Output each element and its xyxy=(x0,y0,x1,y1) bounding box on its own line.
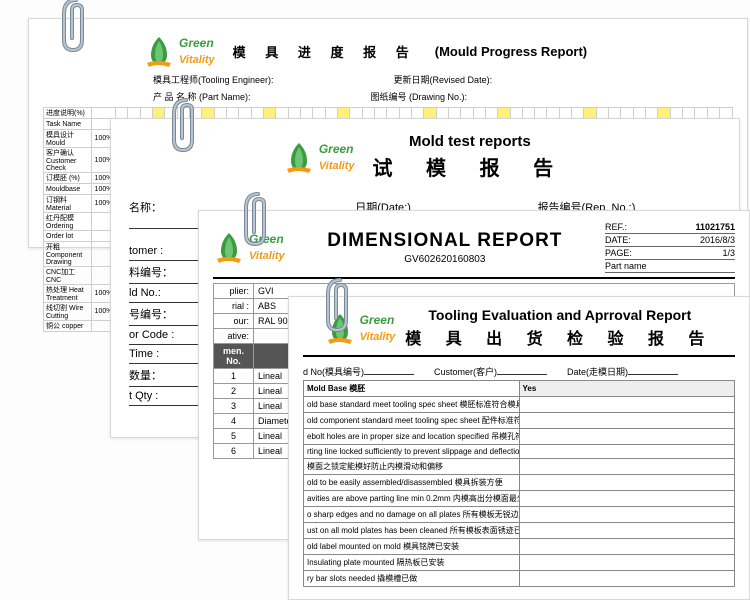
doc2-field: tomer : xyxy=(129,242,209,261)
checklist-item: o sharp edges and no damage on all plate… xyxy=(304,507,520,523)
doc2-field: 数量： xyxy=(129,364,209,387)
doc2-title-en: Mold test reports xyxy=(373,133,568,150)
gantt-row-label: 红丹配模 Ordering xyxy=(44,213,92,231)
doc1-meta-drawing: 图纸编号 (Drawing No.): xyxy=(371,90,468,103)
logo-text-vitality: Vitality xyxy=(179,54,215,66)
doc1-meta-engineer: 模具工程师(Tooling Engineer): xyxy=(153,73,274,86)
gantt-row-label: 订模胚 (%) xyxy=(44,173,92,184)
logo-icon xyxy=(324,312,358,344)
checklist-item: old label mounted on mold 模具铭牌已安装 xyxy=(304,539,520,555)
checklist-item: old component standard meet tooling spec… xyxy=(304,413,520,429)
checklist-item: ust on all mold plates has been cleaned … xyxy=(304,523,520,539)
checklist-item: ry bar slots needed 撬模槽已做 xyxy=(304,571,520,587)
logo-icon xyxy=(213,231,247,263)
tooling-evaluation-report: GreenVitality Tooling Evaluation and Apr… xyxy=(288,296,750,600)
gantt-row-label: 客户确认 Customer Check xyxy=(44,148,92,173)
logo: GreenVitality xyxy=(283,141,355,173)
logo-icon xyxy=(143,35,177,67)
gantt-row-label: 进度说明(%) xyxy=(44,108,92,119)
doc2-field: 号编号： xyxy=(129,303,209,326)
logo: GreenVitality xyxy=(324,312,396,344)
checklist-item: Insulating plate mounted 隔热板已安装 xyxy=(304,555,520,571)
checklist-item: 模面之锁定能模好防止内模滑动和偏移 xyxy=(304,459,520,475)
doc3-title: DIMENSIONAL REPORT xyxy=(285,230,605,252)
doc1-title-en: (Mould Progress Report) xyxy=(435,44,587,59)
checklist-item: avities are above parting line min 0.2mm… xyxy=(304,491,520,507)
doc4-no-label: d No(模具编号) xyxy=(303,367,364,377)
gantt-row-label: Mouldbase xyxy=(44,184,92,195)
doc1-meta-partname: 产 品 名 称 (Part Name): xyxy=(153,90,251,103)
doc4-date-label: Date(走模日期) xyxy=(567,367,628,377)
doc2-title-cn: 试 模 报 告 xyxy=(373,152,568,181)
doc3-refbox: REF.:11021751 DATE:2016/8/3 PAGE:1/3 Par… xyxy=(605,221,735,273)
gantt-row-label: 开粗 Component Drawing xyxy=(44,242,92,267)
checklist-item: old to be easily assembled/disassembled … xyxy=(304,475,520,491)
checklist-section: Mold Base 模胚 xyxy=(304,381,520,397)
logo-icon xyxy=(283,141,317,173)
gantt-row-label: CNC加工 CNC xyxy=(44,267,92,285)
doc1-title-cn: 模 具 进 度 报 告 xyxy=(233,42,417,61)
logo-text-green: Green xyxy=(179,36,214,50)
gantt-row-label: Order lot xyxy=(44,231,92,242)
checklist-item: old base standard meet tooling spec shee… xyxy=(304,397,520,413)
doc4-cust-label: Customer(客户) xyxy=(434,367,497,377)
doc2-field: Time : xyxy=(129,345,209,364)
doc2-name-label: 名称： xyxy=(129,202,162,214)
gantt-row-label: 线切割 Wire Cutting xyxy=(44,303,92,321)
doc2-field: 料编号： xyxy=(129,261,209,284)
doc3-subtitle: GV602620160803 xyxy=(285,254,605,265)
doc2-field: ld No.: xyxy=(129,284,209,303)
gantt-row-label: 铜公 copper xyxy=(44,321,92,332)
checklist-table: Mold Base 模胚Yesold base standard meet to… xyxy=(303,380,735,587)
gantt-row-label: 热处理 Heat Treatment xyxy=(44,285,92,303)
checklist-item: ebolt holes are in proper size and locat… xyxy=(304,429,520,445)
logo: GreenVitality xyxy=(213,231,285,263)
gantt-row-label: 模具设计 Mould xyxy=(44,130,92,148)
doc2-field: or Code : xyxy=(129,326,209,345)
doc2-field: t Qty : xyxy=(129,387,209,406)
logo: Green Vitality xyxy=(143,35,215,67)
doc1-meta-revised: 更新日期(Revised Date): xyxy=(394,73,493,86)
doc4-title-en: Tooling Evaluation and Aprroval Report xyxy=(405,307,714,323)
gantt-row-label: 订钢料 Material xyxy=(44,195,92,213)
doc4-title-cn: 模 具 出 货 检 验 报 告 xyxy=(405,325,714,349)
gantt-row-label: Task Name xyxy=(44,119,92,130)
checklist-item: rting line locked sufficiently to preven… xyxy=(304,445,520,459)
